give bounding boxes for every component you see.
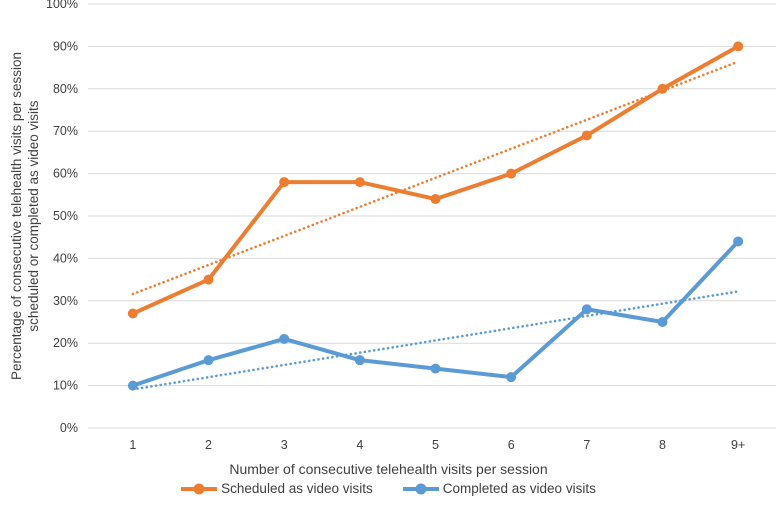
y-tick-label: 40% xyxy=(53,251,78,265)
x-tick-label: 8 xyxy=(659,438,666,452)
x-tick-label: 4 xyxy=(356,438,363,452)
y-tick-label: 90% xyxy=(53,39,78,53)
data-point-marker xyxy=(430,363,441,374)
legend-label-scheduled: Scheduled as video visits xyxy=(221,481,373,496)
data-point-marker xyxy=(354,355,365,366)
x-tick-label: 3 xyxy=(281,438,288,452)
data-point-marker xyxy=(657,317,668,327)
y-tick-label: 50% xyxy=(53,209,78,223)
completed-series-marker-icon xyxy=(402,483,439,494)
data-point-marker xyxy=(203,355,214,366)
data-point-marker xyxy=(279,333,290,344)
x-tick-label: 2 xyxy=(205,438,212,452)
data-point-marker xyxy=(354,177,365,188)
trendline xyxy=(131,60,740,296)
data-point-marker xyxy=(279,177,290,188)
plot-area: 0% 10% 20% 30% 40% 50% 60% 70% 80% 90% 100% 1 2 3 4 5 6 7… xyxy=(46,0,776,452)
y-tick-label: 0% xyxy=(60,421,78,435)
legend-item-scheduled: Scheduled as video visits xyxy=(181,481,373,496)
x-tick-label: 5 xyxy=(432,438,439,452)
data-point-marker xyxy=(127,308,138,319)
data-point-marker xyxy=(506,372,517,383)
legend: Scheduled as video visits Completed as v… xyxy=(0,481,777,496)
trendline xyxy=(131,290,740,391)
data-point-marker xyxy=(430,194,441,205)
x-tick-label: 1 xyxy=(129,438,136,452)
series-line xyxy=(130,44,741,316)
x-tick-label: 9+ xyxy=(731,438,745,452)
data-point-marker xyxy=(733,41,744,52)
y-tick-label: 70% xyxy=(53,124,78,138)
y-tick-label: 20% xyxy=(53,336,78,350)
y-tick-label: 10% xyxy=(53,379,78,393)
x-tick-label: 6 xyxy=(508,438,515,452)
data-point-marker xyxy=(203,274,214,285)
data-point-marker xyxy=(657,83,668,94)
data-point-marker xyxy=(581,304,592,315)
y-tick-label: 80% xyxy=(53,82,78,96)
y-tick-label: 100% xyxy=(46,0,78,11)
x-axis-title: Number of consecutive telehealth visits … xyxy=(229,461,548,477)
y-tick-label: 30% xyxy=(53,294,78,308)
data-point-marker xyxy=(581,130,592,141)
y-tick-label: 60% xyxy=(53,167,78,181)
data-point-marker xyxy=(506,168,517,179)
scheduled-series-marker-icon xyxy=(181,483,218,494)
legend-item-completed: Completed as video visits xyxy=(402,481,596,496)
data-point-marker xyxy=(127,380,138,391)
legend-label-completed: Completed as video visits xyxy=(442,481,596,496)
x-tick-label: 7 xyxy=(583,438,590,452)
data-point-marker xyxy=(733,236,744,247)
